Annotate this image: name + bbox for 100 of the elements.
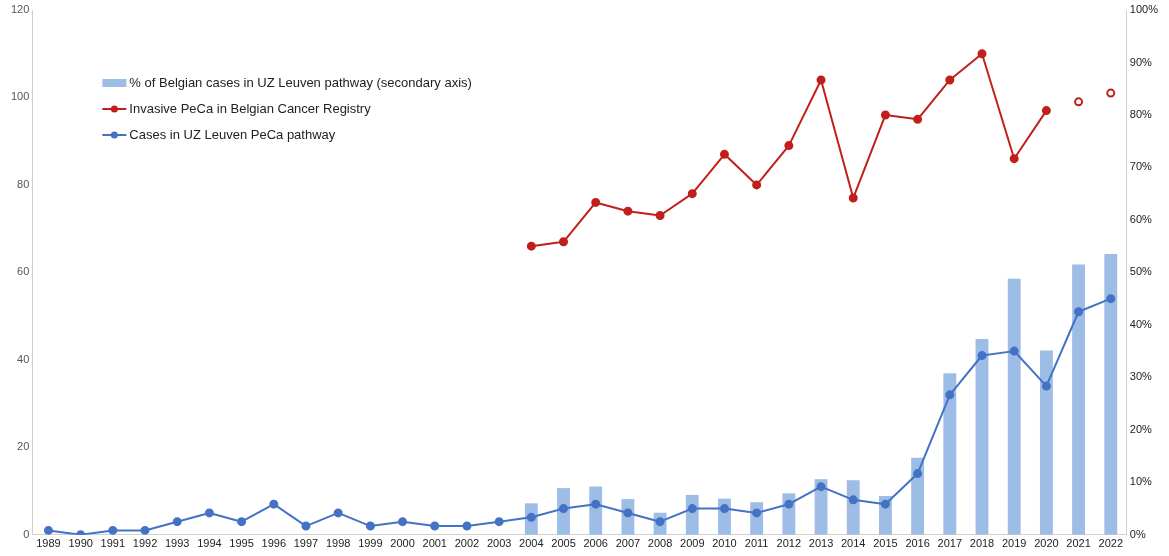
bar	[1007, 278, 1021, 535]
x-tick-label: 2000	[390, 537, 415, 550]
point	[719, 504, 729, 514]
x-tick-label: 2006	[583, 537, 608, 550]
x-tick-label: 2019	[1001, 537, 1027, 550]
y2-tick-label: 100%	[1129, 3, 1159, 16]
bar	[943, 373, 957, 535]
point	[591, 197, 601, 207]
x-tick-label: 2004	[519, 537, 544, 550]
x-tick-label: 2017	[937, 537, 963, 550]
point	[816, 75, 826, 85]
x-tick-label: 2007	[615, 537, 641, 550]
y-tick-label: 60	[17, 265, 30, 278]
point	[1009, 154, 1019, 164]
y2-tick-label: 0%	[1129, 527, 1146, 540]
point	[237, 517, 247, 527]
point	[623, 206, 633, 216]
point	[1041, 381, 1051, 391]
y2-tick-label: 70%	[1129, 160, 1153, 173]
point	[269, 499, 279, 509]
x-tick-label: 2011	[744, 537, 769, 550]
point	[784, 499, 794, 509]
y2-tick-label: 90%	[1129, 55, 1153, 68]
x-tick-label: 1996	[261, 537, 287, 550]
point	[591, 499, 601, 509]
x-tick-label: 2020	[1034, 537, 1059, 550]
legend-label: Cases in UZ Leuven PeCa pathway	[129, 126, 336, 142]
point	[1074, 97, 1084, 107]
point	[816, 482, 826, 492]
bar	[975, 339, 989, 535]
point	[655, 211, 665, 221]
x-tick-label: 2015	[873, 537, 898, 550]
x-tick-label: 2010	[712, 537, 737, 550]
point	[559, 504, 569, 514]
x-tick-label: 2002	[454, 537, 480, 550]
x-tick-label: 1999	[358, 537, 383, 550]
point	[913, 469, 923, 479]
legend-label: Invasive PeCa in Belgian Cancer Registry	[129, 100, 372, 116]
y2-tick-label: 80%	[1129, 107, 1153, 120]
point	[848, 193, 858, 203]
point	[462, 521, 472, 531]
y2-tick-label: 50%	[1129, 265, 1153, 278]
point	[1041, 106, 1051, 116]
x-tick-label: 1992	[132, 537, 158, 550]
x-tick-label: 1997	[293, 537, 319, 550]
point	[172, 517, 182, 527]
x-tick-label: 1995	[229, 537, 254, 550]
x-tick-label: 1991	[100, 537, 126, 550]
x-tick-label: 2003	[486, 537, 512, 550]
point	[526, 241, 536, 251]
bar	[1039, 350, 1053, 535]
point	[108, 525, 118, 535]
point	[848, 495, 858, 505]
x-tick-label: 1993	[164, 537, 190, 550]
y-tick-label: 20	[17, 440, 30, 453]
point	[559, 237, 569, 247]
point	[687, 189, 697, 199]
y2-tick-label: 40%	[1129, 317, 1153, 330]
x-tick-label: 2021	[1066, 537, 1091, 550]
y2-tick-label: 10%	[1129, 475, 1153, 488]
point	[752, 180, 762, 190]
point	[719, 149, 729, 159]
point	[752, 508, 762, 518]
point	[945, 75, 955, 85]
x-tick-label: 2001	[422, 537, 447, 550]
x-tick-label: 2012	[776, 537, 802, 550]
point	[301, 521, 311, 531]
x-tick-label: 2022	[1098, 537, 1124, 550]
y-tick-label: 0	[23, 527, 30, 540]
x-tick-label: 2014	[841, 537, 866, 550]
x-tick-label: 1989	[36, 537, 61, 550]
bar	[846, 480, 860, 535]
point	[880, 110, 890, 120]
point	[1106, 294, 1116, 304]
point	[333, 508, 343, 518]
x-tick-label: 2013	[808, 537, 834, 550]
point	[1106, 88, 1116, 98]
x-tick-label: 2016	[905, 537, 930, 550]
x-tick-label: 2005	[551, 537, 576, 550]
y2-tick-label: 60%	[1129, 212, 1153, 225]
point	[430, 521, 440, 531]
point	[140, 525, 150, 535]
point	[494, 517, 504, 527]
bar	[1104, 254, 1118, 535]
y-tick-label: 40	[17, 352, 30, 365]
y-tick-label: 100	[10, 90, 30, 103]
point	[945, 390, 955, 400]
point	[977, 350, 987, 360]
point	[43, 525, 53, 535]
point	[784, 141, 794, 151]
point	[365, 521, 375, 531]
point	[1074, 307, 1084, 317]
y-tick-label: 120	[10, 3, 30, 16]
x-tick-label: 1998	[325, 537, 351, 550]
y2-tick-label: 30%	[1129, 370, 1153, 383]
bar	[1072, 264, 1086, 535]
y-tick-label: 80	[17, 177, 30, 190]
point	[1009, 346, 1019, 356]
x-tick-label: 2008	[647, 537, 673, 550]
x-tick-label: 1990	[68, 537, 93, 550]
